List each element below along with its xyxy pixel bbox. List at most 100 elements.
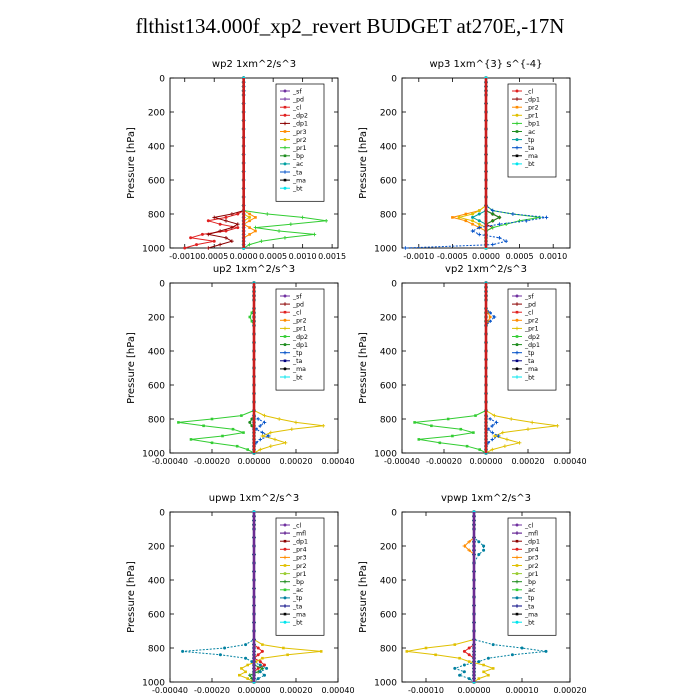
data-point [459,427,463,431]
legend-marker [283,130,287,133]
data-point [312,232,317,237]
legend-entry-label: _ta [292,358,303,365]
legend-entry-label: _bt [292,374,303,381]
x-tick-label: 0.0010 [289,252,317,261]
x-tick-label: -0.00010 [408,686,444,695]
data-point [487,673,490,677]
legend-entry-label: _dp1 [292,121,308,128]
y-tick-label: 0 [391,509,397,519]
legend-marker [515,318,519,322]
data-point [256,666,260,670]
data-point [477,222,481,226]
data-point [464,219,468,223]
legend-marker [283,138,287,142]
legend-entry-label: _pr2 [292,137,307,144]
y-tick-label: 1000 [142,450,165,460]
legend-marker [515,579,519,584]
legend-entry-label: _pd [292,301,304,308]
legend-marker [283,375,287,379]
data-point [467,660,471,663]
data-point [509,417,513,421]
x-tick-label: -0.0010 [169,252,200,261]
legend-entry-label: _pr1 [524,326,539,333]
data-point [324,219,329,223]
legend-marker [283,531,287,535]
data-point [504,222,508,226]
data-point [477,660,481,664]
data-point [200,232,204,236]
y-tick-label: 200 [148,314,165,324]
data-point [250,311,254,315]
legend-marker [515,375,519,379]
data-point [247,242,252,247]
legend-entry-label: _ac [524,129,536,136]
legend-marker [283,367,287,371]
data-point [231,427,235,431]
data-point [218,653,222,657]
data-point [492,315,497,319]
legend-entry-label: _pr2 [524,318,539,325]
data-point [496,434,501,438]
legend-entry-label: _dp1 [524,96,540,103]
data-point [269,430,273,435]
data-point [244,670,247,674]
data-point [497,222,502,226]
x-tick-label: 0.00000 [469,457,502,466]
legend-marker [283,154,287,158]
y-tick-label: 0 [391,75,397,85]
x-tick-label: -0.0010 [403,252,434,261]
legend-box [275,517,325,636]
chart-title: upwp 1xm^2/s^3 [209,493,299,504]
data-point [230,225,234,230]
data-point [240,414,243,417]
data-point [490,242,495,247]
y-tick-label: 1000 [374,245,397,255]
y-tick-label: 800 [148,645,165,655]
legend-entry-label: _pd [524,301,536,308]
x-tick-label: 0.0005 [200,252,228,261]
legend-entry-label: _tp [524,595,535,602]
data-point [430,424,433,428]
legend-entry-label: _ma [524,366,538,373]
legend-marker [515,620,519,624]
data-point [248,219,251,223]
legend-marker [283,350,287,355]
legend-entry-label: _mfl [292,530,306,537]
legend-entry-label: _sf [292,293,302,300]
data-point [477,219,481,223]
legend-entry-label: _ta [292,603,303,610]
data-point [224,215,228,219]
data-point [491,667,495,670]
data-point [183,246,187,250]
data-point [260,649,264,653]
data-point [260,434,265,438]
x-tick-label: -0.00040 [152,457,188,466]
legend-entry-label: _pd [292,96,304,103]
y-tick-label: 600 [148,177,165,187]
data-point [283,441,288,445]
data-point [490,208,495,213]
y-axis-label: Pressure [hPa] [126,561,137,633]
y-tick-label: 400 [380,577,397,587]
legend-marker [515,335,519,338]
data-point [482,544,486,548]
y-tick-label: 1000 [142,679,165,689]
series-line-dp2 [178,283,255,454]
data-point [256,646,260,650]
legend-entry-label: _pr1 [524,113,539,120]
legend-entry-label: _bt [524,620,535,627]
data-point [254,660,258,663]
data-point [212,215,217,220]
x-tick-label: 0.0005 [259,252,287,261]
data-point [258,424,263,428]
legend-marker [515,564,519,567]
data-point [424,646,428,650]
legend-entry-label: _pr3 [292,555,307,562]
x-tick-label: 0.00040 [321,457,354,466]
legend-box [507,517,557,636]
legend-marker [283,178,287,182]
x-tick-label: -0.00020 [426,457,462,466]
data-point [471,219,475,223]
data-point [256,653,260,657]
